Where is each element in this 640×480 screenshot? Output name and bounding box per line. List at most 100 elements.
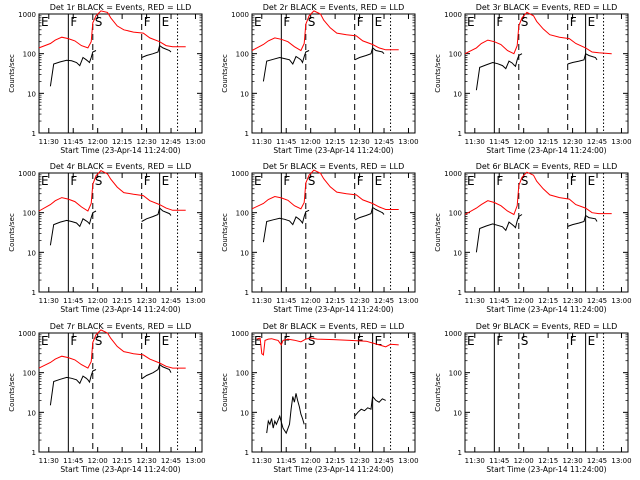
x-tick-label: 11:30 <box>465 138 485 146</box>
mode-marker-label: E <box>467 174 475 188</box>
x-tick-label: 12:30 <box>136 457 156 465</box>
y-tick-label: 10 <box>27 90 36 98</box>
mode-marker-label: E <box>254 334 262 348</box>
x-tick-label: 12:15 <box>538 457 558 465</box>
mode-marker-label: E <box>41 174 49 188</box>
x-tick-label: 11:45 <box>489 138 509 146</box>
y-tick-label: 100 <box>23 210 36 218</box>
y-tick-label: 1000 <box>444 330 462 338</box>
panel-title: Det 2r BLACK = Events, RED = LLD <box>263 3 405 12</box>
y-tick-label: 10 <box>27 249 36 257</box>
x-tick-label: 12:30 <box>136 297 156 305</box>
y-tick-label: 100 <box>23 370 36 378</box>
mode-marker-label: F <box>283 174 290 188</box>
y-tick-label: 10 <box>240 409 249 417</box>
x-tick-label: 11:30 <box>252 297 272 305</box>
x-tick-label: 12:15 <box>538 297 558 305</box>
mode-marker-label: E <box>588 15 596 29</box>
events-series-line <box>141 207 172 222</box>
x-tick-label: 12:00 <box>514 138 534 146</box>
y-tick-label: 1 <box>245 130 249 138</box>
mode-marker-label: E <box>162 334 170 348</box>
x-tick-label: 12:45 <box>374 138 394 146</box>
lld-series-line <box>38 10 186 49</box>
mode-marker-label: S <box>308 334 316 348</box>
panel-title: Det 6r BLACK = Events, RED = LLD <box>476 162 618 171</box>
y-tick-label: 1 <box>32 289 36 297</box>
x-tick-label: 12:30 <box>349 297 369 305</box>
y-tick-label: 1000 <box>231 330 249 338</box>
events-series-line <box>262 50 310 82</box>
events-series-line <box>141 363 172 380</box>
y-axis-label: Counts/sec <box>8 213 16 252</box>
events-series-line <box>266 393 305 435</box>
events-series-line <box>49 369 97 406</box>
mode-marker-label: F <box>144 174 151 188</box>
x-tick-label: 12:00 <box>88 457 108 465</box>
x-tick-label: 12:00 <box>88 138 108 146</box>
mode-marker-label: F <box>70 334 77 348</box>
events-series-line <box>49 210 97 246</box>
y-tick-label: 10 <box>453 409 462 417</box>
y-tick-label: 10 <box>240 90 249 98</box>
mode-marker-label: F <box>283 334 290 348</box>
x-axis-label: Start Time (23-Apr-14 11:24:00) <box>273 465 393 474</box>
lld-series-line <box>464 171 612 216</box>
y-tick-label: 100 <box>449 370 462 378</box>
lld-series-line <box>38 169 186 212</box>
events-series-line <box>141 44 172 58</box>
x-axis-label: Start Time (23-Apr-14 11:24:00) <box>486 305 606 314</box>
x-tick-label: 11:45 <box>63 457 83 465</box>
events-series-line <box>354 206 385 221</box>
x-tick-label: 13:00 <box>185 457 205 465</box>
x-tick-label: 12:15 <box>325 297 345 305</box>
x-tick-label: 12:15 <box>112 297 132 305</box>
x-tick-label: 12:15 <box>325 138 345 146</box>
x-tick-label: 13:00 <box>611 457 631 465</box>
lld-series-line <box>38 329 186 369</box>
y-tick-label: 1000 <box>231 170 249 178</box>
mode-marker-label: F <box>70 15 77 29</box>
mode-marker-label: E <box>467 15 475 29</box>
mode-marker-label: F <box>144 334 151 348</box>
x-axis-label: Start Time (23-Apr-14 11:24:00) <box>60 465 180 474</box>
mode-marker-label: S <box>521 174 529 188</box>
events-series-line <box>567 214 598 227</box>
x-tick-label: 12:30 <box>562 138 582 146</box>
mode-marker-label: F <box>283 15 290 29</box>
mode-marker-label: E <box>375 174 383 188</box>
y-tick-label: 1000 <box>444 11 462 19</box>
mode-marker-label: E <box>41 334 49 348</box>
mode-marker-label: E <box>588 174 596 188</box>
lld-series-line <box>251 169 399 210</box>
y-axis-label: Counts/sec <box>8 373 16 412</box>
y-tick-label: 1000 <box>18 11 36 19</box>
y-tick-label: 1000 <box>231 11 249 19</box>
lld-series-line <box>256 337 399 356</box>
x-tick-label: 13:00 <box>398 138 418 146</box>
y-tick-label: 100 <box>449 51 462 59</box>
panel-title: Det 5r BLACK = Events, RED = LLD <box>263 162 405 171</box>
lld-series-line <box>251 10 399 52</box>
x-tick-label: 12:45 <box>161 297 181 305</box>
y-tick-label: 1000 <box>18 330 36 338</box>
y-tick-label: 1 <box>458 130 462 138</box>
x-tick-label: 11:30 <box>39 457 59 465</box>
x-axis-label: Start Time (23-Apr-14 11:24:00) <box>486 465 606 474</box>
panel-title: Det 3r BLACK = Events, RED = LLD <box>476 3 618 12</box>
x-tick-label: 12:45 <box>161 457 181 465</box>
mode-marker-label: F <box>496 334 503 348</box>
events-series-line <box>49 50 97 87</box>
x-axis-label: Start Time (23-Apr-14 11:24:00) <box>60 305 180 314</box>
x-axis-label: Start Time (23-Apr-14 11:24:00) <box>273 305 393 314</box>
x-tick-label: 13:00 <box>185 297 205 305</box>
mode-marker-label: F <box>144 15 151 29</box>
mode-marker-label: S <box>95 174 103 188</box>
y-axis-label: Counts/sec <box>434 373 442 412</box>
mode-marker-label: S <box>95 334 103 348</box>
x-tick-label: 11:30 <box>39 138 59 146</box>
y-tick-label: 100 <box>236 370 249 378</box>
mode-marker-label: F <box>496 15 503 29</box>
mode-marker-label: F <box>70 174 77 188</box>
y-tick-label: 10 <box>453 90 462 98</box>
